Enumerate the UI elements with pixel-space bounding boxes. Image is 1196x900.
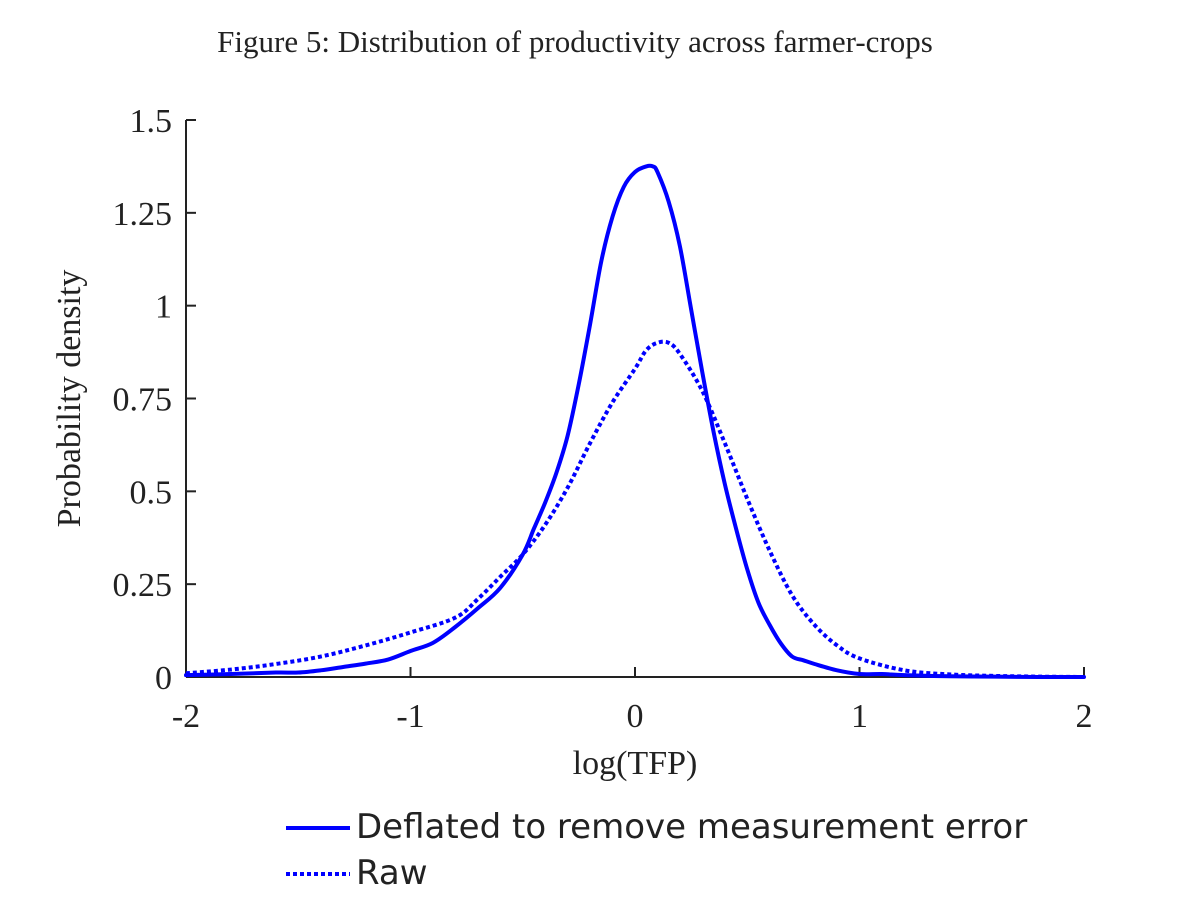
x-tick-label: 1	[851, 698, 868, 735]
legend: Deflated to remove measurement error Raw	[286, 807, 1027, 893]
legend-label-deflated: Deflated to remove measurement error	[356, 807, 1027, 847]
y-axis-title: Probability density	[51, 270, 88, 528]
y-tick-label: 0.75	[113, 382, 173, 419]
series-line-deflated	[184, 163, 1086, 680]
y-tick-label: 1	[155, 289, 172, 326]
y-tick-label: 1.5	[130, 103, 173, 140]
y-tick-label: 1.25	[113, 196, 173, 233]
x-tick-label: -2	[172, 698, 200, 735]
x-axis-title: log(TFP)	[573, 745, 698, 782]
chart-title: Figure 5: Distribution of productivity a…	[217, 24, 933, 59]
y-tick-label: 0.5	[130, 474, 173, 511]
y-tick-label: 0.25	[113, 567, 173, 604]
x-tick-label: 2	[1076, 698, 1093, 735]
y-tick-label: 0	[155, 660, 172, 697]
series-line-raw	[185, 339, 1085, 679]
legend-label-raw: Raw	[356, 853, 428, 893]
x-tick-label: 0	[627, 698, 644, 735]
x-tick-label: -1	[396, 698, 424, 735]
plot-area: 0 0.25 0.5 0.75 1 1.25 1.5 -2 -1 0 1 2	[113, 103, 1093, 735]
